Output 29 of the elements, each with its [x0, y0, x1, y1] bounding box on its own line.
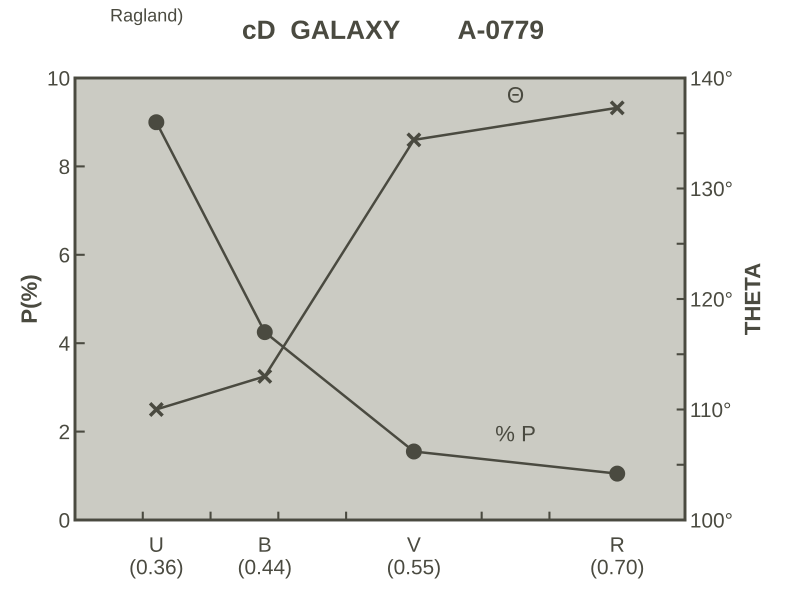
- y2-tick-label: 120°: [691, 292, 732, 307]
- y-tick-label: 2: [60, 424, 70, 440]
- point: [256, 324, 273, 340]
- y2-tick-label: 100°: [691, 513, 732, 528]
- y2-tick-label: 130°: [691, 182, 732, 196]
- y2-axis-title: THETA: [744, 263, 760, 335]
- y-tick-label: 0: [59, 513, 70, 528]
- y-tick-label: 4: [59, 336, 70, 351]
- x-tick-label: R (0.70): [591, 537, 644, 579]
- y-tick-label: 6: [60, 248, 70, 263]
- y-tick-label: 8: [59, 159, 70, 174]
- text: Ragland): [112, 8, 182, 26]
- series-label: Θ: [508, 87, 524, 103]
- y-axis-title: P(%): [20, 275, 42, 322]
- x-tick-label: U (0.36): [130, 537, 182, 579]
- point: [609, 466, 626, 482]
- x-tick-label: V (0.55): [388, 537, 440, 579]
- point: [256, 368, 273, 384]
- point: [406, 444, 422, 460]
- point: [609, 100, 626, 116]
- series-label: % P: [496, 426, 535, 442]
- point: [148, 402, 164, 418]
- point: [148, 114, 164, 130]
- y-tick-label: 10: [48, 71, 70, 86]
- y2-tick-label: 140°: [691, 71, 732, 86]
- x-tick-label: B (0.44): [238, 537, 291, 579]
- y2-tick-label: 110°: [691, 402, 730, 418]
- point: [406, 132, 422, 148]
- chart-title: cD GALAXY A-0779: [242, 20, 544, 40]
